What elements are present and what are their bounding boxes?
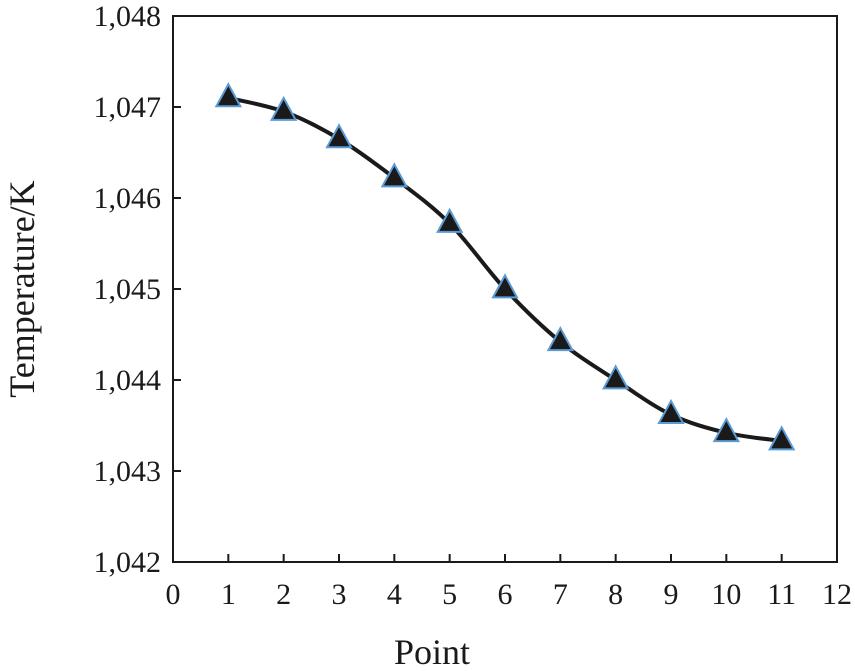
x-axis-ticks: 0 1 2 3 4 5 6 7 8 9 10 11 12 (166, 554, 852, 611)
x-tick-label: 4 (387, 578, 402, 611)
x-tick-label: 12 (822, 578, 852, 611)
y-axis-ticks: 1,042 1,043 1,044 1,045 1,046 1,047 1,048 (94, 0, 181, 579)
x-tick-label: 5 (442, 578, 457, 611)
x-axis-title: Point (394, 632, 470, 671)
series-markers (214, 82, 796, 451)
data-point-marker (269, 95, 298, 121)
data-point-marker (712, 417, 741, 443)
x-tick-label: 1 (221, 578, 236, 611)
y-axis-title: Temperature/K (2, 180, 42, 397)
y-tick-label: 1,047 (94, 91, 162, 124)
x-tick-label: 9 (664, 578, 679, 611)
data-point-marker (380, 162, 409, 188)
y-tick-label: 1,042 (94, 546, 162, 579)
x-tick-label: 3 (332, 578, 347, 611)
x-tick-label: 10 (711, 578, 741, 611)
data-point-marker (657, 398, 685, 424)
y-tick-label: 1,046 (94, 182, 162, 215)
data-point-marker (767, 425, 796, 451)
y-tick-label: 1,045 (94, 273, 162, 306)
x-tick-label: 2 (276, 578, 291, 611)
y-tick-label: 1,048 (94, 0, 162, 33)
y-tick-label: 1,043 (94, 455, 162, 488)
x-tick-label: 6 (498, 578, 513, 611)
data-point-marker (214, 82, 243, 108)
x-tick-label: 11 (767, 578, 796, 611)
data-point-marker (325, 123, 353, 149)
x-tick-label: 7 (553, 578, 568, 611)
data-point-marker (601, 364, 630, 390)
data-point-marker (435, 207, 464, 233)
x-tick-label: 8 (608, 578, 623, 611)
data-point-marker (546, 326, 575, 352)
data-point-marker (491, 273, 519, 299)
x-tick-label: 0 (166, 578, 181, 611)
y-tick-label: 1,044 (94, 364, 162, 397)
